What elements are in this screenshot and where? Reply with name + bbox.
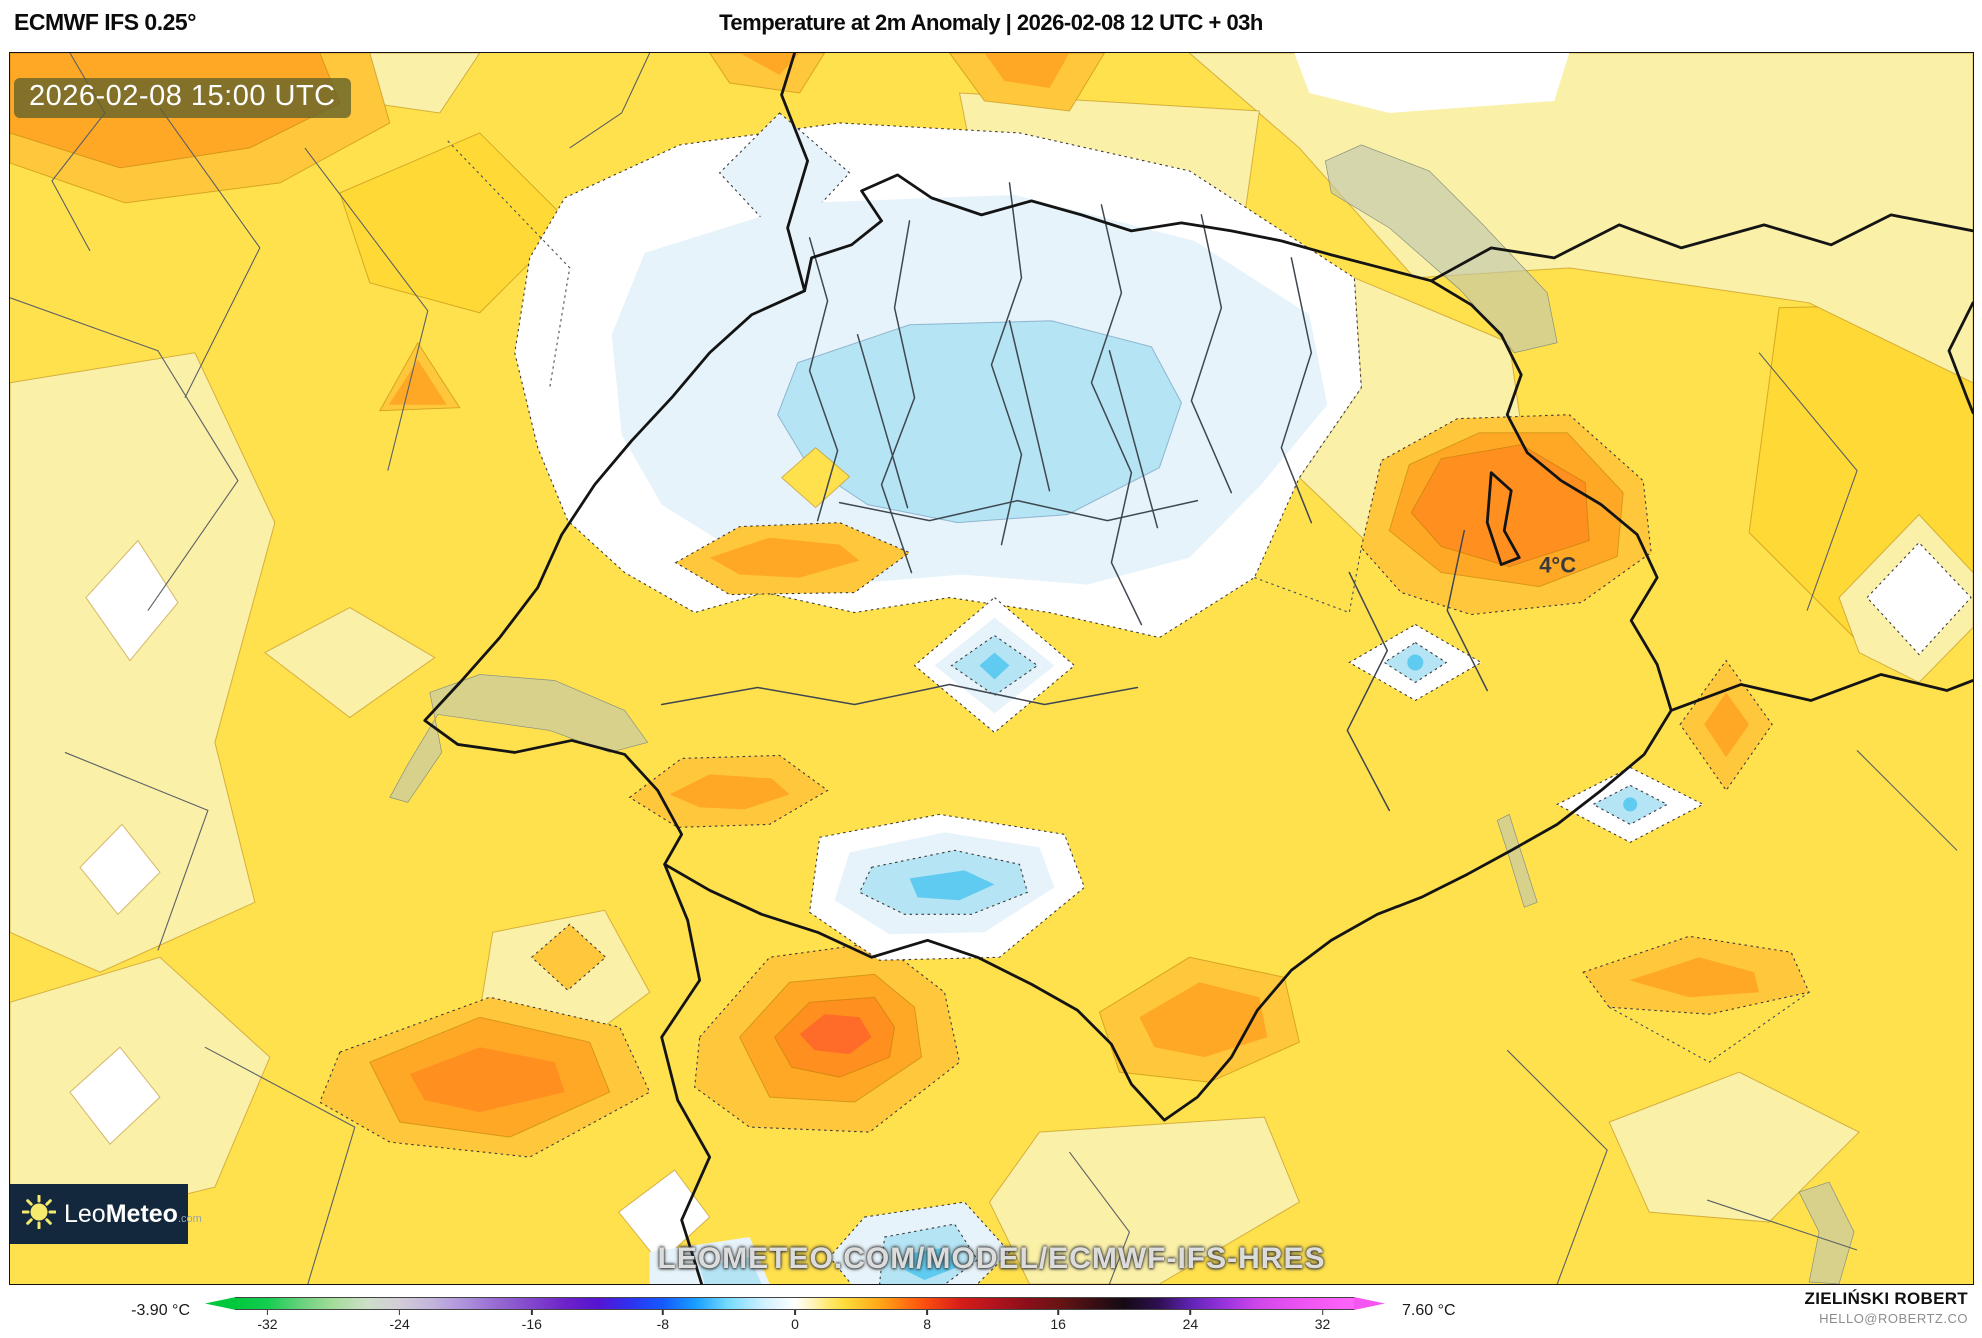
- colorbar-tick: 0: [791, 1310, 799, 1332]
- cold-spot-right: [1348, 623, 1483, 702]
- colorbar: -32 -24 -16 -8 0 8 16 24 32: [205, 1297, 1385, 1332]
- colorbar-min-label: -3.90 °C: [131, 1302, 190, 1319]
- map-value-annotation: 4°C: [1539, 553, 1576, 578]
- header: ECMWF IFS 0.25° Temperature at 2m Anomal…: [0, 0, 1982, 52]
- colorbar-tick: 32: [1315, 1310, 1330, 1332]
- terrain-layer: [389, 144, 1855, 1284]
- contour-dotted-layer: [447, 140, 1810, 1063]
- map-canvas: 4°C: [10, 53, 1973, 1284]
- anomaly-map: 4°C 2026-02-08 15:00 UTC LEOMETEO.COM/MO…: [9, 52, 1974, 1285]
- timestamp-badge: 2026-02-08 15:00 UTC: [14, 78, 351, 118]
- footer: -3.90 °C -32 -24 -16 -8 0 8 16 24 32 7.6…: [0, 1287, 1982, 1338]
- cold-spot-valais: [809, 813, 1086, 961]
- page-title: Temperature at 2m Anomaly | 2026-02-08 1…: [719, 10, 1263, 35]
- sun-icon: [21, 1194, 57, 1234]
- country-borders: [423, 53, 1973, 1284]
- colorbar-tick: -8: [657, 1310, 669, 1332]
- credit-block: ZIELIŃSKI ROBERT HELLO@ROBERTZ.CO: [1805, 1289, 1968, 1326]
- colorbar-tick: -24: [390, 1310, 410, 1332]
- colorbar-left-arrow: [205, 1297, 236, 1310]
- model-label: ECMWF IFS 0.25°: [14, 9, 196, 35]
- logo-text: LeoMeteo.com: [64, 1199, 202, 1228]
- colorbar-tick: 24: [1183, 1310, 1198, 1332]
- region-borders: [10, 53, 1958, 1284]
- cold-spot-south: [649, 1201, 1011, 1284]
- colorbar-tick: 16: [1050, 1310, 1066, 1332]
- colorbar-tick: -32: [257, 1310, 278, 1332]
- cold-spot-east: [1556, 766, 1705, 843]
- colorbar-max-label: 7.60 °C: [1402, 1302, 1456, 1319]
- colorbar-right-arrow: [1354, 1297, 1385, 1310]
- colorbar-tick: 8: [923, 1310, 931, 1332]
- leometeo-logo: LeoMeteo.com: [10, 1184, 202, 1244]
- temperature-fill-layer: [10, 53, 1973, 1284]
- cold-spot-center: [913, 596, 1076, 734]
- colorbar-ticks: -32 -24 -16 -8 0 8 16 24 32: [235, 1310, 1355, 1332]
- colorbar-gradient: [235, 1297, 1355, 1310]
- colorbar-tick: -16: [522, 1310, 542, 1332]
- credit-author: ZIELIŃSKI ROBERT: [1804, 1289, 1968, 1308]
- canton-borders: [660, 182, 1488, 812]
- credit-email: HELLO@ROBERTZ.CO: [1819, 1311, 1968, 1326]
- watermark: LEOMETEO.COM/MODEL/ECMWF-IFS-HRES: [657, 1242, 1326, 1275]
